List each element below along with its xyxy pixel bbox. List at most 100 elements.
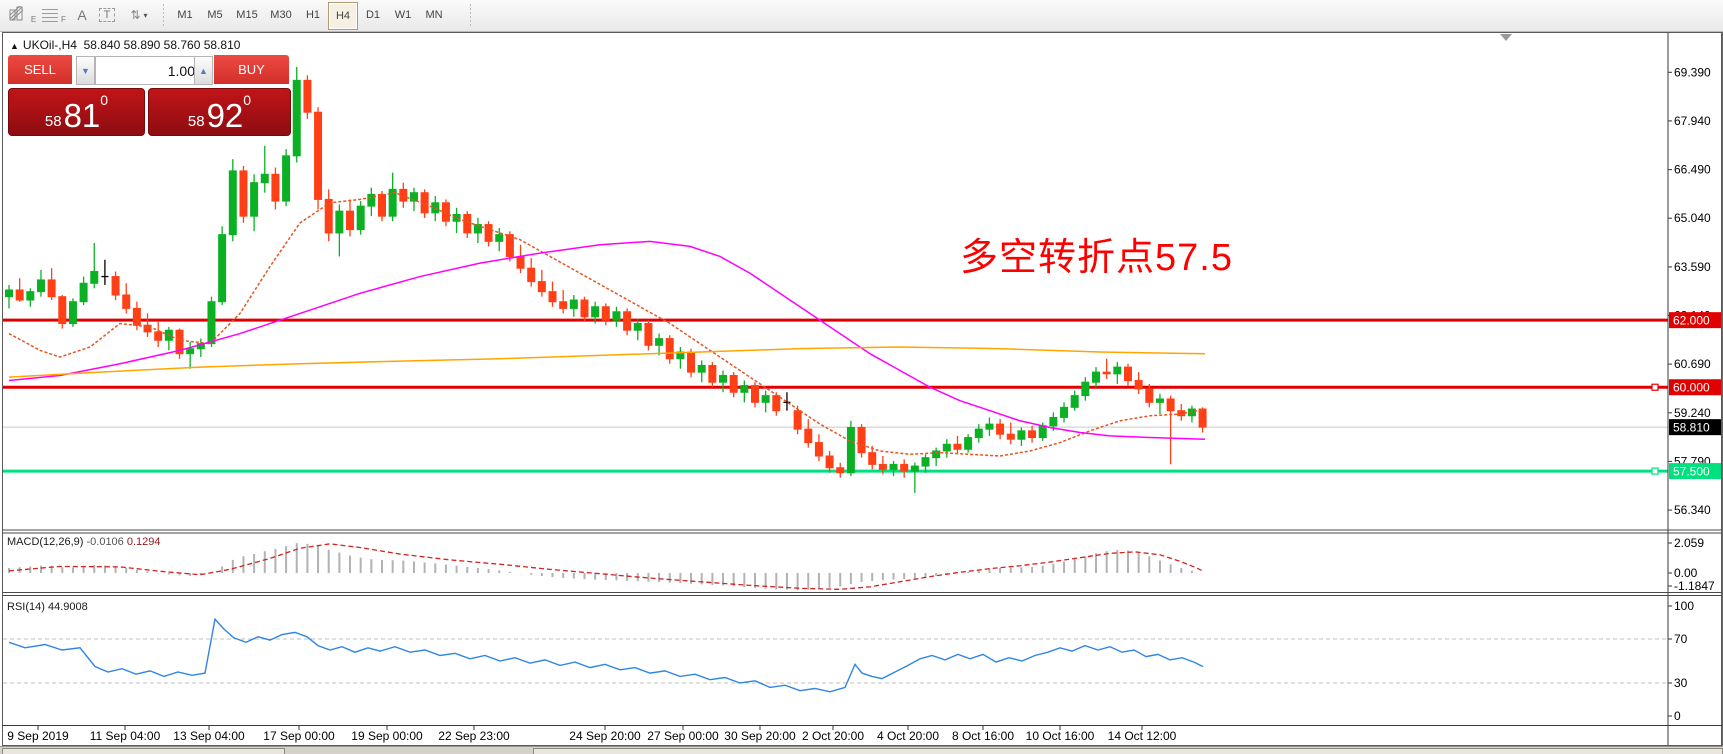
candle-body xyxy=(942,443,951,452)
candle-body xyxy=(90,271,99,284)
candle-body xyxy=(377,193,386,217)
candle-body xyxy=(47,279,56,298)
ma-gold xyxy=(8,346,1206,378)
candle-body xyxy=(111,276,120,296)
candle-body xyxy=(441,202,450,222)
chart-tab[interactable] xyxy=(533,748,1723,754)
macd-signal-value: 0.1294 xyxy=(126,536,161,548)
candle-body xyxy=(356,205,365,231)
tf-m1[interactable]: M1 xyxy=(177,9,193,21)
candle-body xyxy=(665,338,674,360)
candle-body xyxy=(15,289,24,301)
one-click-trading-panel: SELL ▼ ▲ BUY 58 81 0 58 92 0 xyxy=(8,55,291,136)
candle-body xyxy=(633,323,642,331)
arrows-icon[interactable]: ⇅ ▾ xyxy=(124,3,154,27)
line-handle[interactable] xyxy=(1651,467,1659,475)
candle-body xyxy=(314,111,323,200)
text-icon[interactable]: A xyxy=(72,3,92,27)
candle-body xyxy=(239,170,248,217)
candle-body xyxy=(1166,398,1175,412)
candle-body xyxy=(282,155,291,202)
candle-body xyxy=(750,385,759,403)
candle-body xyxy=(367,193,376,207)
candle-body xyxy=(761,395,770,403)
price-marker-box xyxy=(1669,463,1722,480)
candle-body xyxy=(719,375,728,383)
price-axis-label: 67.940 xyxy=(1674,114,1711,128)
tf-m15[interactable]: M15 xyxy=(236,9,258,21)
time-axis-label: 13 Sep 04:00 xyxy=(173,729,245,743)
time-axis-label: 4 Oct 20:00 xyxy=(877,729,939,743)
candle-body xyxy=(612,311,621,321)
candle-body xyxy=(878,463,887,470)
indicators-icon[interactable]: E xyxy=(6,3,38,27)
candle-body xyxy=(1198,408,1207,428)
label-icon[interactable]: T xyxy=(96,3,118,27)
tf-m30[interactable]: M30 xyxy=(270,9,292,21)
candle-body xyxy=(495,234,504,242)
candle-body xyxy=(1123,366,1132,382)
chart-tab[interactable] xyxy=(2,748,285,754)
volume-input[interactable] xyxy=(95,56,202,85)
candle-body xyxy=(484,224,493,242)
label-icon-glyph: T xyxy=(98,8,116,22)
grid-icon[interactable]: F xyxy=(40,3,68,27)
expand-triangle-icon[interactable]: ▲ xyxy=(10,41,19,51)
sell-price-small: 58 xyxy=(44,113,62,130)
price-axis-label: 69.390 xyxy=(1674,65,1711,79)
price-axis-label: 65.040 xyxy=(1674,211,1711,225)
volume-increase-button[interactable]: ▲ xyxy=(194,56,213,85)
candle-body xyxy=(974,428,983,439)
candle-body xyxy=(793,410,802,430)
candle-body xyxy=(729,375,738,393)
tf-h1[interactable]: H1 xyxy=(305,9,321,21)
time-axis-label: 9 Sep 2019 xyxy=(7,729,69,743)
price-marker-label: 60.000 xyxy=(1673,381,1710,395)
tf-m5[interactable]: M5 xyxy=(207,9,223,21)
volume-decrease-button[interactable]: ▼ xyxy=(76,56,95,85)
candle-body xyxy=(1113,366,1122,375)
candle-body xyxy=(836,467,845,474)
tf-h4[interactable]: H4 xyxy=(328,2,358,30)
candle-body xyxy=(708,364,717,383)
buy-price-box[interactable]: 58 92 0 xyxy=(148,88,291,136)
tf-d1[interactable]: D1 xyxy=(365,9,381,21)
sell-price-big: 81 xyxy=(63,97,101,134)
buy-button[interactable]: BUY xyxy=(214,55,289,84)
window-border xyxy=(2,32,1722,746)
candle-body xyxy=(346,210,355,231)
line-handle[interactable] xyxy=(1651,383,1659,391)
candle-body xyxy=(1049,416,1058,427)
rsi-axis-label: 30 xyxy=(1674,676,1688,690)
ohlc-quote: 58.840 58.890 58.760 58.810 xyxy=(83,38,241,52)
candle-body xyxy=(58,296,67,325)
current-price-label: 58.810 xyxy=(1673,421,1710,435)
toolbar: E F A T ⇅ ▾ M1 M5 M15 M30 H1 H4 D1 W1 xyxy=(0,0,1723,32)
candle-body xyxy=(857,426,866,454)
buy-price-sup: 0 xyxy=(243,92,252,108)
toolbar-separator xyxy=(163,4,164,26)
candle-body xyxy=(868,452,877,465)
tf-w1[interactable]: W1 xyxy=(394,9,412,21)
sell-button[interactable]: SELL xyxy=(8,55,72,84)
candle-body xyxy=(186,348,195,355)
candle-body xyxy=(932,450,941,459)
macd-axis-label: -1.1847 xyxy=(1674,579,1715,593)
candle-body xyxy=(846,426,855,474)
time-axis-label: 24 Sep 20:00 xyxy=(569,729,641,743)
candle-body xyxy=(569,299,578,309)
candle-body xyxy=(1006,433,1015,440)
tf-mn[interactable]: MN xyxy=(425,9,443,21)
time-axis-label: 27 Sep 00:00 xyxy=(647,729,719,743)
candle-body xyxy=(537,281,546,293)
candle-body xyxy=(1102,371,1111,375)
sell-price-box[interactable]: 58 81 0 xyxy=(8,88,145,136)
candle-body xyxy=(260,173,269,184)
chart-tab-bar[interactable] xyxy=(0,746,1723,754)
candle-body xyxy=(772,395,781,412)
scroll-marker-icon[interactable] xyxy=(1500,34,1512,41)
candle-body xyxy=(68,301,77,325)
candle-body xyxy=(473,224,482,234)
candle-body xyxy=(527,267,536,283)
